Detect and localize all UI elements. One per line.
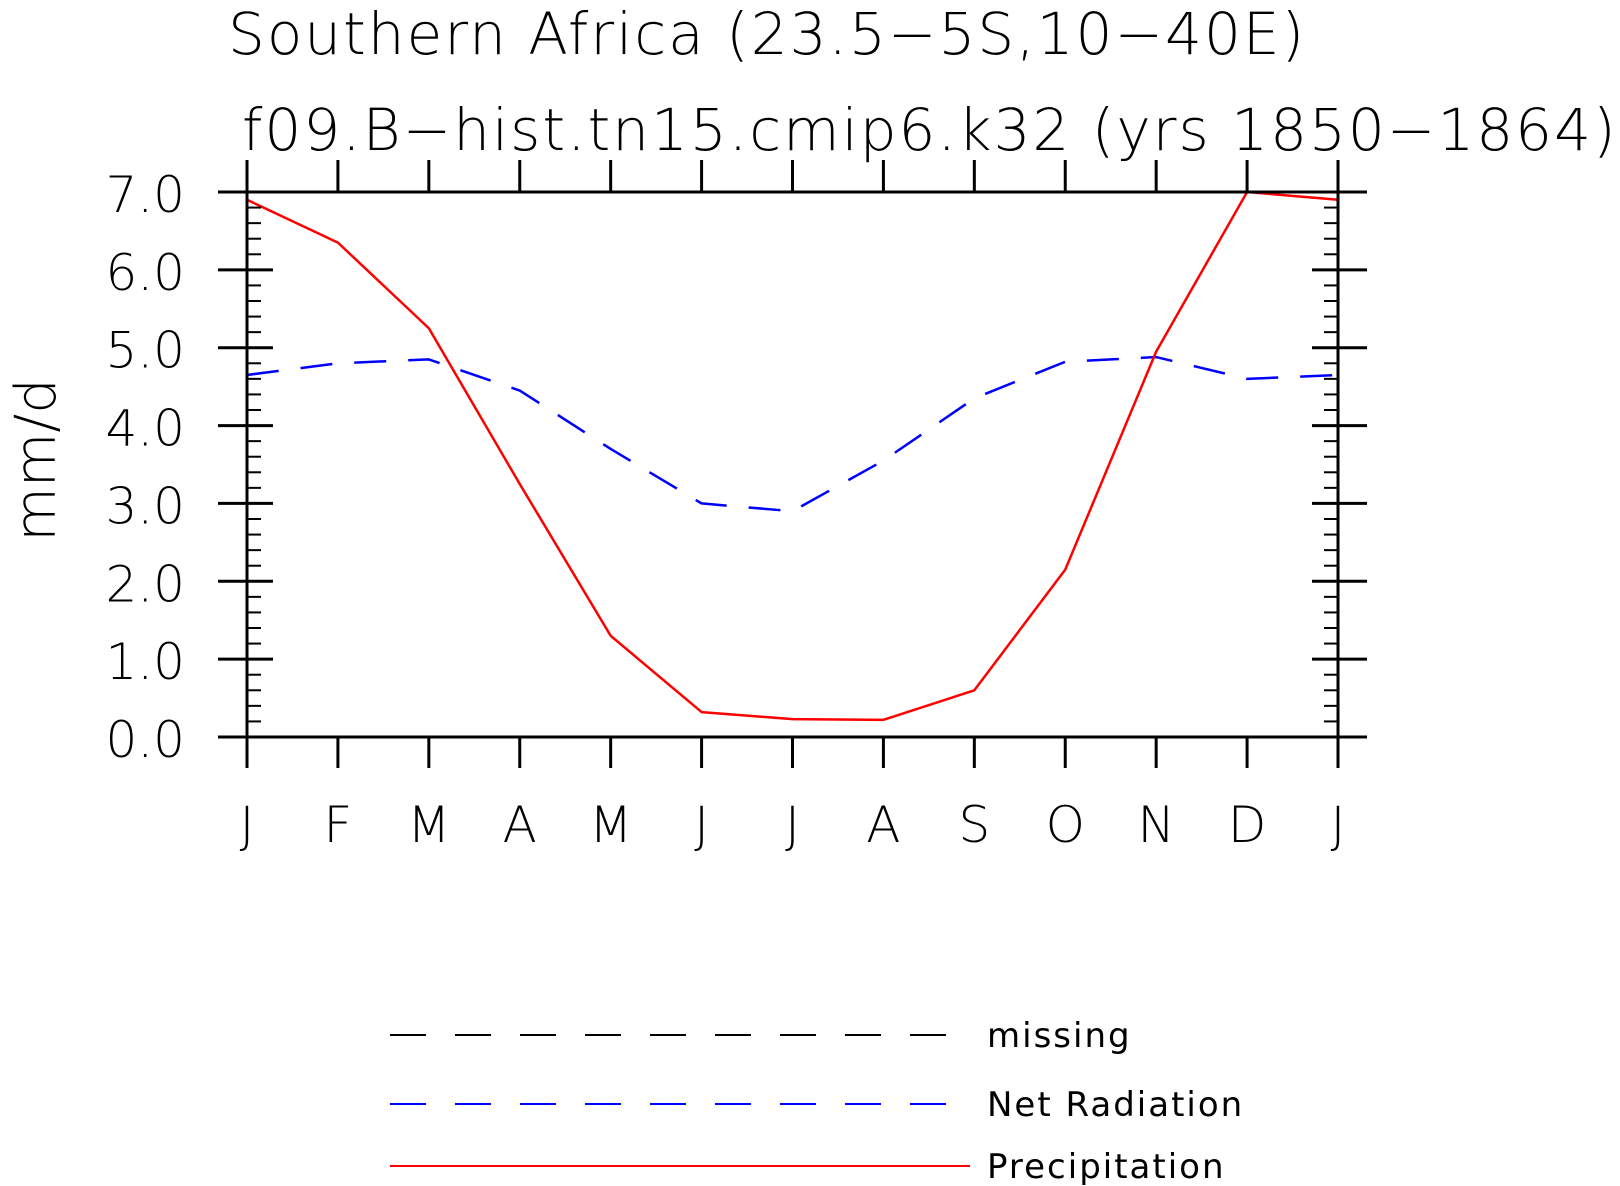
x-tick-label: J xyxy=(694,796,709,854)
x-tick-label: A xyxy=(866,796,900,854)
x-tick-label: M xyxy=(589,796,632,854)
legend-label-net-radiation: Net Radiation xyxy=(987,1085,1244,1125)
legend: missing Net Radiation Precipitation xyxy=(390,1016,1244,1186)
y-tick-label: 7.0 xyxy=(105,166,185,224)
y-tick-label: 6.0 xyxy=(105,244,185,302)
y-tick-label: 4.0 xyxy=(105,400,185,458)
chart-title: Southern Africa (23.5−5S,10−40E) xyxy=(228,0,1306,68)
legend-label-missing: missing xyxy=(987,1016,1132,1056)
y-axis-label: mm/d xyxy=(4,378,69,542)
y-tick-label: 1.0 xyxy=(105,633,185,691)
x-tick-label: M xyxy=(407,796,450,854)
x-tick-label: J xyxy=(240,796,255,854)
y-tick-label: 2.0 xyxy=(105,555,185,613)
x-tick-label: J xyxy=(1331,796,1346,854)
series-line-precipitation xyxy=(246,190,1339,722)
x-tick-label: F xyxy=(324,796,353,854)
series-line-net-radiation xyxy=(246,355,1339,513)
x-tick-label: D xyxy=(1228,796,1267,854)
y-tick-label: 0.0 xyxy=(105,711,185,769)
x-tick-label: S xyxy=(958,796,990,854)
plot-series xyxy=(246,190,1339,722)
x-tick-label: N xyxy=(1137,796,1174,854)
x-tick-label: O xyxy=(1046,796,1085,854)
y-tick-label: 3.0 xyxy=(105,477,185,535)
legend-label-precipitation: Precipitation xyxy=(987,1147,1226,1186)
y-axis-ticks: 0.0 1.0 2.0 3.0 4.0 5.0 6.0 7.0 xyxy=(105,166,1367,769)
x-tick-label: A xyxy=(503,796,537,854)
chart-subtitle: f09.B−hist.tn15.cmip6.k32 (yrs 1850−1864… xyxy=(242,96,1618,164)
x-tick-label: J xyxy=(785,796,800,854)
y-tick-label: 5.0 xyxy=(105,322,185,380)
